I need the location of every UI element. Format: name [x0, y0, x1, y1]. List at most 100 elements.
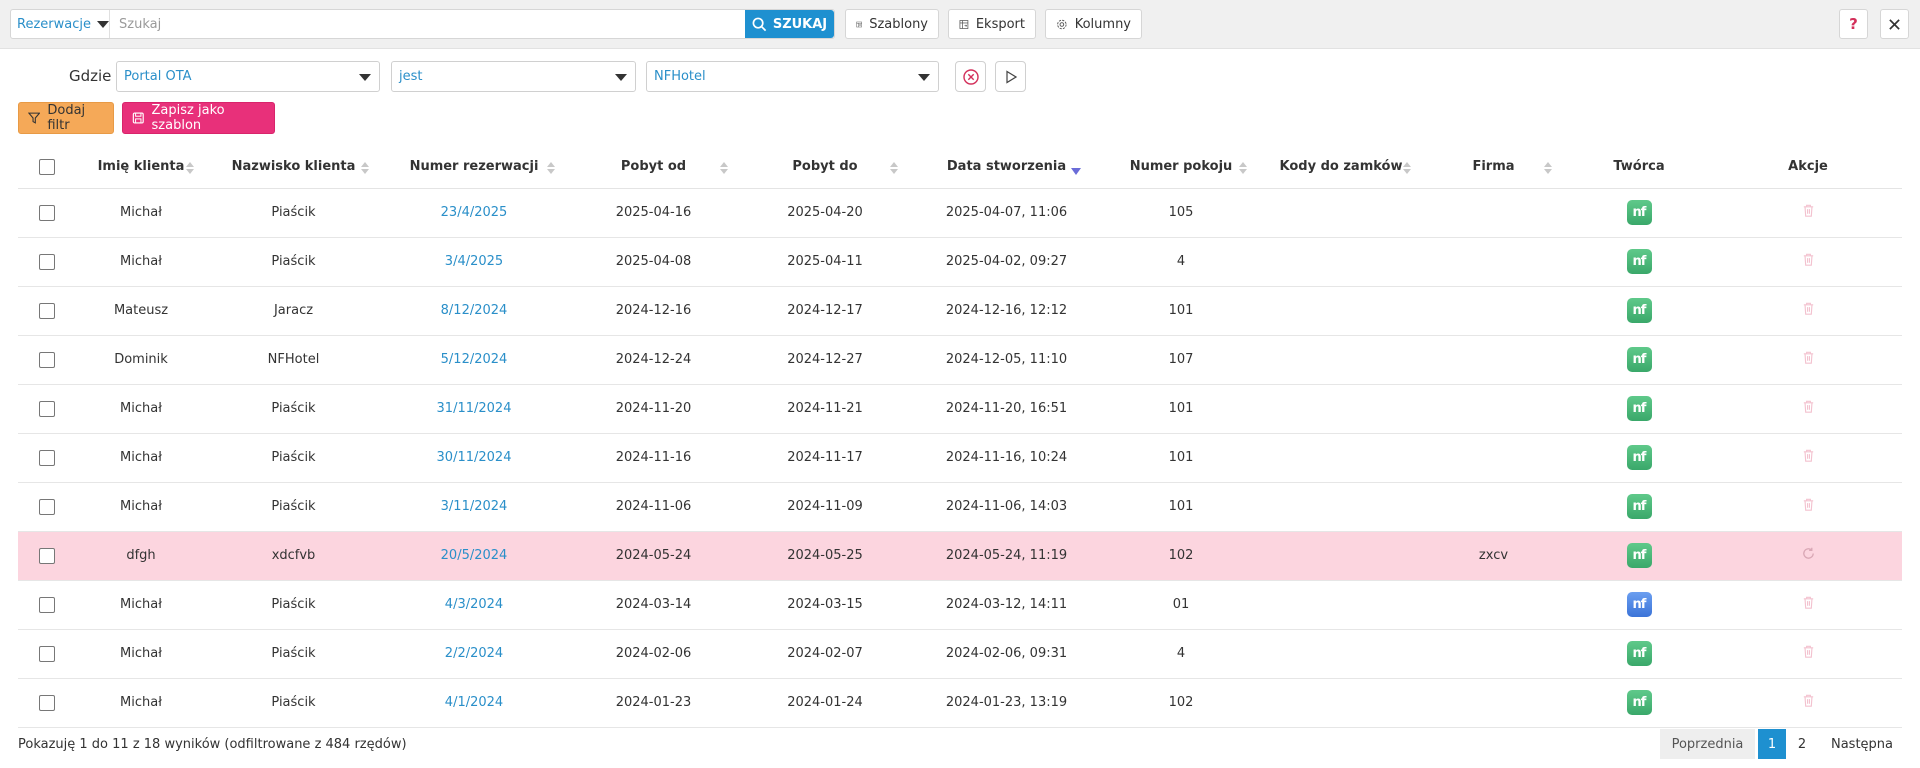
cell-first-name: Michał — [76, 433, 206, 483]
col-header-stay-to[interactable]: Pobyt do — [740, 146, 910, 189]
add-filter-button[interactable]: Dodaj filtr — [18, 102, 114, 134]
cell-created: 2024-05-24, 11:19 — [910, 531, 1103, 581]
cell-last-name: Piaścik — [206, 188, 381, 238]
reservation-link[interactable]: 4/1/2024 — [444, 695, 504, 710]
row-checkbox[interactable] — [39, 449, 55, 466]
reservation-link[interactable]: 8/12/2024 — [440, 303, 508, 318]
row-checkbox[interactable] — [39, 498, 55, 515]
cell-actions — [1714, 580, 1902, 630]
clear-filter-button[interactable] — [955, 61, 986, 92]
col-header-reservation-no[interactable]: Numer rezerwacji — [381, 146, 567, 189]
entity-select[interactable]: Rezerwacje — [11, 10, 110, 38]
row-checkbox[interactable] — [39, 596, 55, 613]
table-row[interactable]: Michał Piaścik 31/11/2024 2024-11-20 2024-11… — [18, 384, 1902, 434]
cell-reservation-no: 3/4/2025 — [381, 237, 567, 287]
clear-filter-icon — [962, 68, 979, 85]
cell-last-name: Jaracz — [206, 286, 381, 336]
row-checkbox[interactable] — [39, 302, 55, 319]
table-row[interactable]: Michał Piaścik 30/11/2024 2024-11-16 2024-11… — [18, 433, 1902, 483]
reservation-link[interactable]: 23/4/2025 — [440, 205, 508, 220]
col-header-last-name[interactable]: Nazwisko klienta — [206, 146, 381, 189]
apply-filter-button[interactable] — [995, 61, 1026, 92]
cell-first-name: Michał — [76, 580, 206, 630]
sort-icon — [890, 162, 898, 174]
cell-stay-to: 2024-05-25 — [740, 531, 910, 581]
row-checkbox[interactable] — [39, 694, 55, 711]
cell-stay-to: 2024-12-27 — [740, 335, 910, 385]
reservation-link[interactable]: 5/12/2024 — [440, 352, 508, 367]
prev-page-button[interactable]: Poprzednia — [1660, 729, 1755, 759]
trash-icon[interactable] — [1801, 350, 1816, 365]
cell-actions — [1714, 237, 1902, 287]
next-page-button[interactable]: Następna — [1820, 729, 1904, 759]
col-header-label: Twórca — [1613, 159, 1665, 175]
reservation-link[interactable]: 30/11/2024 — [436, 450, 512, 465]
col-header-created[interactable]: Data stworzenia — [910, 146, 1103, 189]
reservation-link[interactable]: 3/4/2025 — [444, 254, 504, 269]
filter-operator-select[interactable]: jest — [391, 61, 636, 92]
page-button-2[interactable]: 2 — [1788, 729, 1816, 759]
filter-value-select[interactable]: NFHotel — [646, 61, 939, 92]
table-row[interactable]: dfgh xdcfvb 20/5/2024 2024-05-24 2024-05-25 2… — [18, 531, 1902, 581]
reservation-link[interactable]: 20/5/2024 — [440, 548, 508, 563]
trash-icon[interactable] — [1801, 644, 1816, 659]
close-button[interactable] — [1880, 9, 1909, 39]
table-row[interactable]: Michał Piaścik 4/3/2024 2024-03-14 2024-03-1… — [18, 580, 1902, 630]
trash-icon[interactable] — [1801, 301, 1816, 316]
table-row[interactable]: Mateusz Jaracz 8/12/2024 2024-12-16 2024-12-… — [18, 286, 1902, 336]
col-header-stay-from[interactable]: Pobyt od — [567, 146, 740, 189]
table-row[interactable]: Michał Piaścik 3/4/2025 2025-04-08 2025-04-1… — [18, 237, 1902, 287]
cell-stay-from: 2024-01-23 — [567, 678, 740, 728]
chevron-down-icon — [615, 74, 627, 81]
reservation-link[interactable]: 4/3/2024 — [444, 597, 504, 612]
col-header-room-no[interactable]: Numer pokoju — [1103, 146, 1259, 189]
export-button[interactable]: Eksport — [948, 9, 1036, 39]
search-input[interactable] — [110, 10, 745, 38]
table-row[interactable]: Michał Piaścik 4/1/2024 2024-01-23 2024-01-2… — [18, 678, 1902, 728]
help-button[interactable]: ? — [1839, 9, 1868, 39]
row-checkbox[interactable] — [39, 547, 55, 564]
cell-actions — [1714, 678, 1902, 728]
trash-icon[interactable] — [1801, 497, 1816, 512]
row-checkbox[interactable] — [39, 253, 55, 270]
trash-icon[interactable] — [1801, 595, 1816, 610]
row-checkbox[interactable] — [39, 400, 55, 417]
reservation-link[interactable]: 2/2/2024 — [444, 646, 504, 661]
reservation-link[interactable]: 31/11/2024 — [436, 401, 512, 416]
row-checkbox[interactable] — [39, 645, 55, 662]
col-header-company[interactable]: Firma — [1423, 146, 1564, 189]
trash-icon[interactable] — [1801, 448, 1816, 463]
search-button[interactable]: SZUKAJ — [745, 10, 834, 38]
trash-icon[interactable] — [1801, 203, 1816, 218]
table-row[interactable]: Michał Piaścik 23/4/2025 2025-04-16 2025-04-… — [18, 188, 1902, 238]
row-checkbox[interactable] — [39, 204, 55, 221]
cell-actions — [1714, 531, 1902, 581]
cell-stay-from: 2025-04-16 — [567, 188, 740, 238]
help-icon: ? — [1849, 15, 1858, 33]
cell-creator: nf — [1564, 531, 1714, 581]
col-header-lock-codes[interactable]: Kody do zamków — [1259, 146, 1423, 189]
cell-room-no: 101 — [1103, 384, 1259, 434]
row-select-cell — [18, 433, 76, 483]
reservation-link[interactable]: 3/11/2024 — [440, 499, 508, 514]
cell-last-name: Piaścik — [206, 629, 381, 679]
save-template-button[interactable]: Zapisz jako szablon — [122, 102, 275, 134]
templates-button[interactable]: Szablony — [845, 9, 939, 39]
row-checkbox[interactable] — [39, 351, 55, 368]
page-button-1[interactable]: 1 — [1758, 729, 1786, 759]
restore-icon[interactable] — [1801, 546, 1816, 561]
col-header-first-name[interactable]: Imię klienta — [76, 146, 206, 189]
trash-icon[interactable] — [1801, 399, 1816, 414]
cell-room-no: 107 — [1103, 335, 1259, 385]
trash-icon[interactable] — [1801, 252, 1816, 267]
search-button-label: SZUKAJ — [772, 16, 828, 32]
trash-icon[interactable] — [1801, 693, 1816, 708]
table-row[interactable]: Michał Piaścik 3/11/2024 2024-11-06 2024-11-… — [18, 482, 1902, 532]
cell-last-name: Piaścik — [206, 237, 381, 287]
select-all-checkbox[interactable] — [39, 158, 55, 175]
table-row[interactable]: Dominik NFHotel 5/12/2024 2024-12-24 2024-12… — [18, 335, 1902, 385]
sort-desc-icon — [1071, 168, 1081, 175]
columns-button[interactable]: Kolumny — [1045, 9, 1142, 39]
table-row[interactable]: Michał Piaścik 2/2/2024 2024-02-06 2024-02-0… — [18, 629, 1902, 679]
filter-field-select[interactable]: Portal OTA — [116, 61, 380, 92]
